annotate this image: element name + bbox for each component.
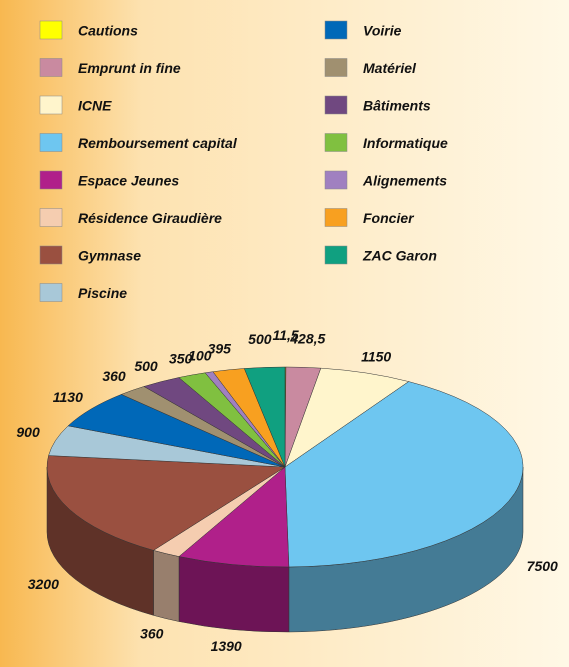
legend-swatch <box>324 20 348 40</box>
legend-swatch <box>39 20 63 40</box>
legend-label: Voirie <box>363 23 402 39</box>
legend-label: ZAC Garon <box>362 248 437 264</box>
data-label: 350 <box>169 351 193 367</box>
legend-label: Alignements <box>362 173 447 189</box>
legend-label: Bâtiments <box>363 98 431 114</box>
data-label: 3200 <box>28 576 59 592</box>
legend-label: Foncier <box>363 210 415 226</box>
data-label: 1130 <box>53 389 83 405</box>
legend-label: Informatique <box>363 135 448 151</box>
slice <box>178 466 290 568</box>
data-label: 500 <box>134 358 158 374</box>
legend-swatch <box>324 170 348 190</box>
slice-side <box>178 556 290 633</box>
legend-label: Matériel <box>363 60 417 76</box>
legend-label: Remboursement capital <box>78 135 238 151</box>
data-label: 100 <box>188 348 212 364</box>
slice <box>284 381 524 568</box>
data-label: 7500 <box>527 558 558 574</box>
data-label: 500 <box>248 331 272 347</box>
legend-swatch <box>324 58 348 77</box>
slice <box>46 455 286 551</box>
data-label: 1390 <box>211 638 242 654</box>
legend-label: Piscine <box>78 285 127 301</box>
legend-label: ICNE <box>78 98 112 114</box>
data-label: 900 <box>16 424 40 440</box>
legend-swatch <box>39 208 63 227</box>
legend-swatch <box>39 58 63 77</box>
legend-swatch <box>39 170 63 190</box>
legend-label: Cautions <box>78 23 138 39</box>
legend-swatch <box>39 245 63 265</box>
legend-label: Résidence Giraudière <box>78 210 222 226</box>
legend-swatch <box>39 95 63 115</box>
legend-swatch <box>324 208 348 227</box>
data-label: 360 <box>102 368 126 384</box>
data-label: 360 <box>140 626 164 642</box>
legend-swatch <box>324 133 348 152</box>
data-label: 11,5 <box>272 327 298 343</box>
legend-swatch <box>39 133 63 152</box>
legend-swatch <box>324 245 348 265</box>
slice-side <box>153 550 180 622</box>
data-label: 1150 <box>361 348 391 364</box>
data-label: 428,5 <box>289 331 325 347</box>
legend-label: Emprunt in fine <box>78 60 181 76</box>
legend-label: Espace Jeunes <box>78 173 179 189</box>
legend-swatch <box>39 283 63 302</box>
data-label: 395 <box>208 341 232 357</box>
slice <box>243 366 286 468</box>
legend-label: Gymnase <box>78 248 141 264</box>
legend-swatch <box>324 95 348 115</box>
